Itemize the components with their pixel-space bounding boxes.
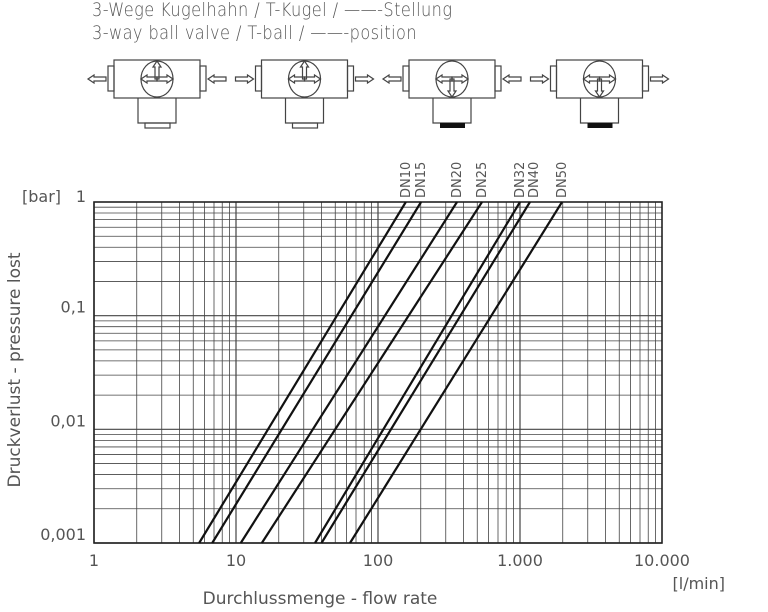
flow-arrow-right [649, 73, 670, 85]
flow-arrow-right [354, 73, 375, 85]
flow-arrow-left [381, 73, 402, 85]
valve-cap-closed [587, 123, 613, 128]
valve-flange-left [254, 65, 263, 92]
t-port-arrow-left [287, 73, 306, 85]
series-label: DN25 [475, 162, 490, 198]
t-port-arrow-right [303, 73, 322, 85]
x-unit-label: [l/min] [673, 574, 726, 593]
flow-arrow-right [501, 73, 522, 85]
valve-diagram [529, 59, 670, 128]
title-english: 3-way ball valve / T-ball / ——-position [92, 22, 418, 44]
valve-diagram [234, 59, 375, 129]
valve-cap-open [291, 122, 319, 129]
y-axis-label: Druckverlust - pressure lost [5, 252, 25, 487]
plot-border [93, 201, 663, 544]
series-label: DN10 [399, 162, 414, 198]
valve-flange-right [494, 65, 502, 92]
x-axis-label: Durchlussmenge - flow rate [203, 589, 438, 609]
x-tick-label: 10.000 [634, 551, 690, 570]
series-line-dn10 [198, 201, 407, 544]
series-label: DN40 [527, 162, 542, 198]
valve-flange-left [549, 65, 558, 92]
t-port-arrow-up [151, 59, 163, 80]
t-port-arrow-down [446, 78, 458, 99]
series-label: DN15 [414, 162, 429, 198]
y-unit-label: [bar] [22, 187, 61, 206]
valve-flange-left [107, 65, 115, 92]
series-line-dn32 [314, 201, 521, 544]
valve-flange-right [346, 65, 355, 92]
x-tick-label: 1.000 [497, 551, 543, 570]
series-line-dn50 [349, 201, 563, 544]
t-port-arrow-right [156, 73, 175, 85]
valve-diagrams [86, 59, 670, 129]
series-label: DN50 [555, 162, 570, 198]
valve-flange-right [199, 65, 207, 92]
flow-arrow-left [529, 73, 550, 85]
flow-arrow-left [86, 73, 107, 85]
valve-flange-left [402, 65, 410, 92]
valve-flange-right [641, 65, 650, 92]
y-tick-label: 0,01 [50, 411, 86, 430]
x-tick-label: 10 [226, 551, 246, 570]
t-port-arrow-down [594, 78, 605, 99]
title-german: 3-Wege Kugelhahn / T-Kugel / ——-Stellung [92, 0, 453, 21]
series-label: DN20 [450, 162, 465, 198]
flow-arrow-left [234, 73, 255, 85]
t-port-arrow-up [299, 59, 310, 80]
y-tick-label: 0,001 [40, 525, 86, 544]
valve-diagram [86, 59, 227, 129]
t-port-arrow-left [139, 73, 158, 85]
series-line-dn15 [211, 201, 422, 544]
series-line-dn40 [320, 201, 531, 544]
valve-cap-open [144, 122, 171, 129]
x-tick-label: 100 [363, 551, 394, 570]
y-tick-label: 0,1 [61, 298, 86, 317]
series-label: DN32 [513, 162, 528, 198]
x-tick-label: 1 [89, 551, 99, 570]
series-line-dn25 [260, 201, 483, 544]
y-tick-label: 1 [76, 187, 86, 206]
valve-diagram [381, 59, 522, 128]
series-line-dn20 [239, 201, 458, 544]
flow-arrow-right [206, 73, 227, 85]
valve-cap-closed [440, 123, 465, 128]
